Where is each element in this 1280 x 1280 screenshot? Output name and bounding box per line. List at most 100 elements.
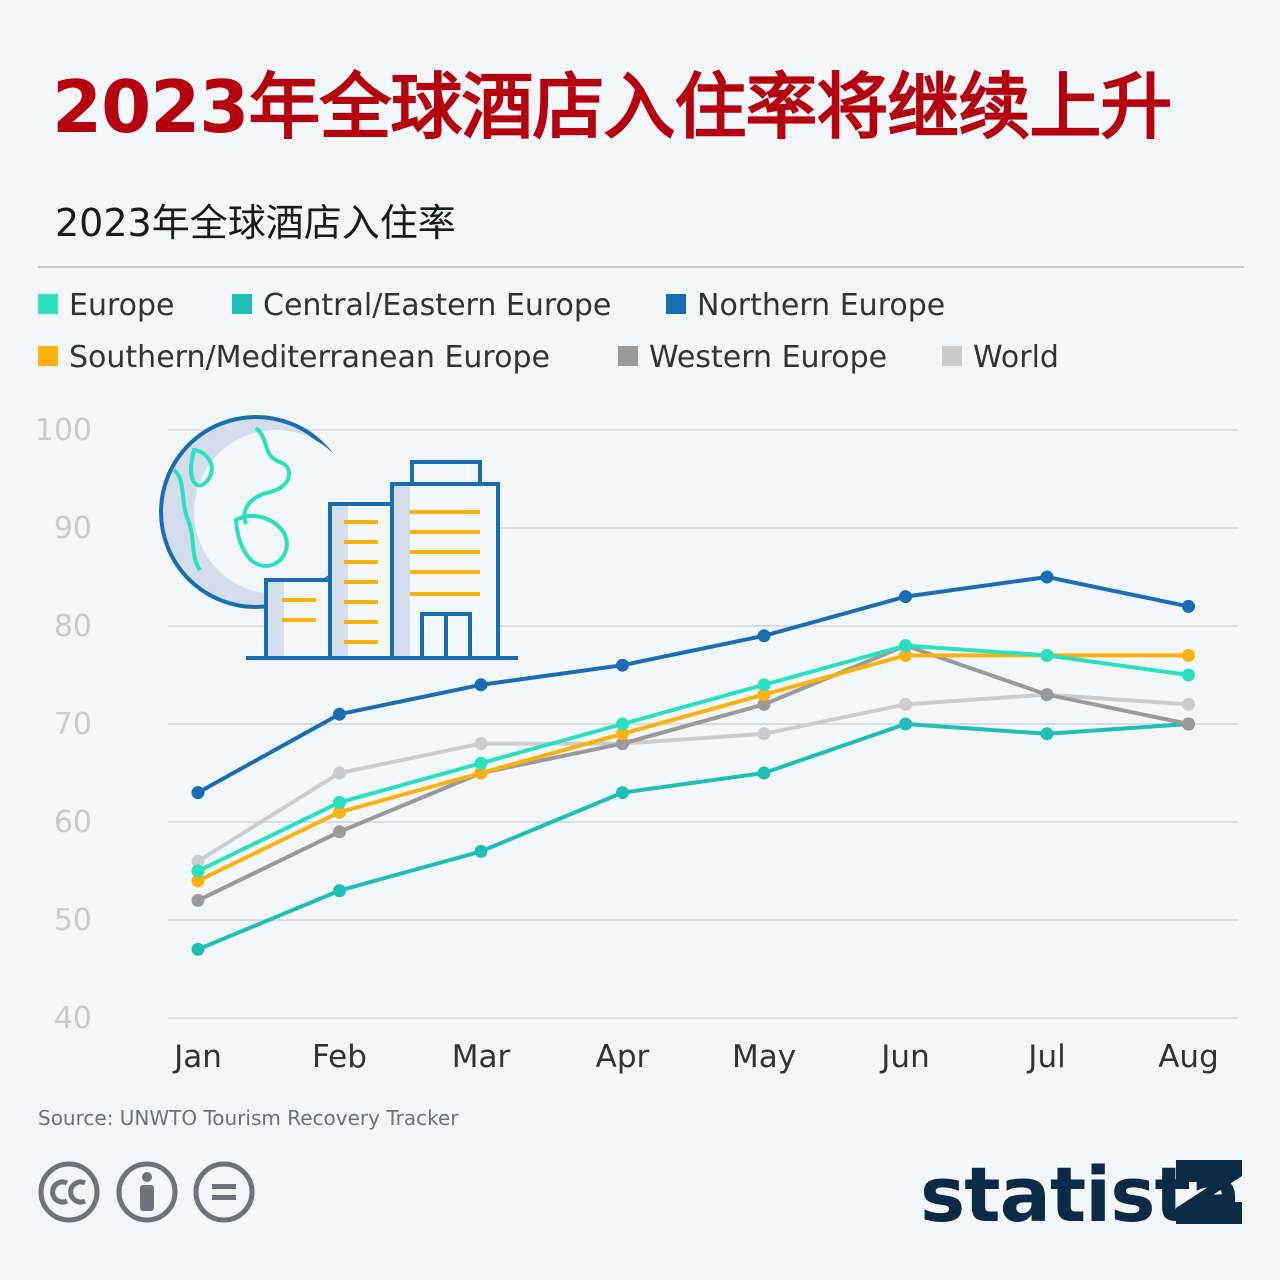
data-point[interactable] (333, 884, 346, 898)
data-point[interactable] (1182, 648, 1195, 662)
data-point[interactable] (1040, 688, 1054, 702)
x-tick-label: Aug (1158, 1039, 1219, 1075)
x-tick-label: Jul (1026, 1039, 1065, 1075)
legend-item-northern-europe[interactable]: Northern Europe (666, 288, 945, 323)
y-tick-label: 100 (35, 413, 92, 448)
legend-item-central-eastern-europe[interactable]: Central/Eastern Europe (232, 288, 611, 323)
data-point[interactable] (757, 629, 771, 643)
data-point[interactable] (1182, 668, 1195, 682)
x-tick-label: Mar (452, 1039, 511, 1075)
legend-swatch (232, 294, 252, 314)
data-point[interactable] (616, 737, 629, 751)
y-tick-label: 50 (54, 903, 92, 938)
series-line (197, 722, 1189, 952)
grid (168, 429, 1238, 1019)
data-point[interactable] (899, 648, 912, 662)
legend-label: Southern/Mediterranean Europe (69, 340, 550, 375)
data-point[interactable] (616, 727, 629, 741)
legend-item-europe[interactable]: Europe (38, 288, 175, 323)
data-point[interactable] (191, 942, 205, 956)
data-point[interactable] (474, 737, 488, 751)
data-point[interactable] (191, 874, 205, 888)
y-tick-label: 70 (54, 707, 92, 742)
data-point[interactable] (616, 786, 629, 800)
data-point[interactable] (899, 717, 912, 731)
legend-label: Central/Eastern Europe (263, 288, 611, 323)
legend-label: Northern Europe (697, 288, 945, 323)
data-point[interactable] (191, 864, 205, 878)
data-point[interactable] (191, 893, 205, 907)
no-derivatives-icon[interactable] (193, 1161, 255, 1223)
data-point[interactable] (757, 727, 771, 741)
data-point[interactable] (1182, 717, 1195, 731)
y-tick-label: 40 (54, 1001, 92, 1036)
legend-swatch (38, 294, 58, 314)
data-point[interactable] (757, 678, 771, 692)
header-divider (38, 266, 1244, 268)
data-point[interactable] (1040, 727, 1054, 741)
legend: Europe Central/Eastern Europe Northern Eur… (38, 288, 1059, 375)
legend-swatch (618, 346, 638, 366)
statista-mark-icon (1176, 1160, 1242, 1224)
data-point[interactable] (191, 854, 205, 868)
line-chart: Europe Central/Eastern Europe Northern Eur… (35, 288, 1238, 1075)
data-point[interactable] (1182, 599, 1195, 613)
legend-label: Western Europe (649, 340, 887, 375)
data-point[interactable] (757, 697, 771, 711)
attribution-icon[interactable] (116, 1161, 178, 1223)
legend-item-southern-mediterranean-europe[interactable]: Southern/Mediterranean Europe (38, 340, 550, 375)
series-line (197, 643, 1189, 903)
cc-icon[interactable] (38, 1161, 100, 1223)
legend-swatch (38, 346, 58, 366)
x-axis: Jan Feb Mar Apr May Jun Jul Aug (172, 1039, 1219, 1075)
source-note: Source: UNWTO Tourism Recovery Tracker (38, 1106, 459, 1130)
y-tick-label: 90 (54, 511, 92, 546)
data-point[interactable] (757, 766, 771, 780)
license-icons (38, 1161, 255, 1223)
data-point[interactable] (333, 795, 346, 809)
x-tick-label: Jan (172, 1039, 222, 1075)
data-point[interactable] (899, 697, 912, 711)
data-point[interactable] (333, 805, 346, 819)
data-point[interactable] (899, 639, 912, 653)
data-point[interactable] (1040, 570, 1054, 584)
chart-subtitle: 2023年全球酒店入住率 (55, 201, 456, 245)
data-point[interactable] (616, 658, 629, 672)
series-europe (191, 639, 1195, 878)
data-point[interactable] (474, 678, 488, 692)
page-title: 2023年全球酒店入住率将继续上升 (52, 65, 1172, 149)
legend-item-western-europe[interactable]: Western Europe (618, 340, 887, 375)
data-point[interactable] (1040, 648, 1054, 662)
x-tick-label: Jun (879, 1039, 929, 1075)
series-northern-europe (191, 570, 1195, 800)
data-point[interactable] (333, 707, 346, 721)
data-point[interactable] (899, 590, 912, 604)
x-tick-label: Feb (312, 1039, 367, 1075)
legend-swatch (666, 294, 686, 314)
series-line (197, 653, 1189, 883)
data-point[interactable] (474, 756, 488, 770)
y-tick-label: 80 (54, 609, 92, 644)
series-line (196, 692, 1189, 863)
data-point[interactable] (474, 844, 488, 858)
y-tick-label: 60 (54, 805, 92, 840)
data-point[interactable] (191, 786, 205, 800)
data-point[interactable] (333, 766, 346, 780)
legend-swatch (942, 346, 962, 366)
x-tick-label: May (732, 1039, 796, 1075)
data-point[interactable] (757, 688, 771, 702)
legend-item-world[interactable]: World (942, 340, 1059, 375)
legend-label: World (973, 340, 1059, 375)
data-point[interactable] (616, 717, 629, 731)
series-lines (191, 570, 1195, 956)
data-point[interactable] (333, 825, 346, 839)
globe-hotel-illustration-icon (159, 415, 518, 660)
series-central-eastern-europe (191, 717, 1195, 956)
x-tick-label: Apr (596, 1039, 650, 1075)
y-axis: 40 50 60 70 80 90 100 (35, 413, 92, 1036)
legend-label: Europe (69, 288, 175, 323)
data-point[interactable] (1182, 697, 1195, 711)
series-line (197, 643, 1189, 873)
data-point[interactable] (474, 766, 488, 780)
series-line (197, 575, 1189, 795)
